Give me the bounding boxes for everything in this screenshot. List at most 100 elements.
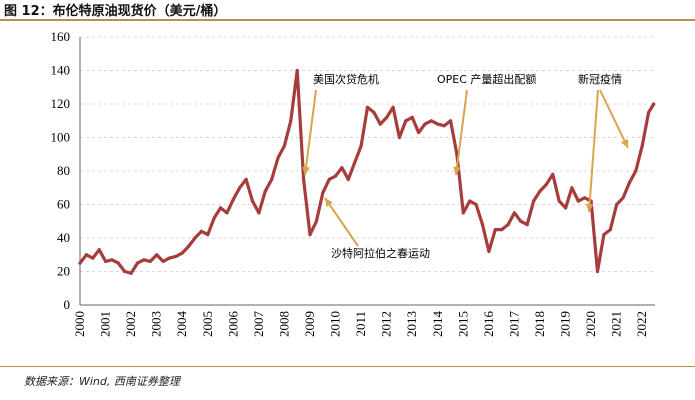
x-tick-label: 2008 bbox=[276, 311, 291, 337]
data-point bbox=[199, 229, 203, 233]
x-tick-label: 2016 bbox=[481, 311, 496, 338]
data-point bbox=[500, 228, 504, 232]
y-tick-label: 120 bbox=[51, 96, 71, 111]
data-point bbox=[174, 254, 178, 258]
data-point bbox=[104, 259, 108, 263]
data-point bbox=[468, 199, 472, 203]
data-point bbox=[142, 258, 146, 262]
data-point bbox=[621, 196, 625, 200]
x-tick-label: 2006 bbox=[225, 311, 240, 338]
data-point bbox=[263, 189, 267, 193]
data-point bbox=[123, 269, 127, 274]
data-point bbox=[442, 124, 446, 128]
data-point bbox=[295, 68, 299, 73]
x-tick-label: 2020 bbox=[583, 311, 598, 337]
data-point bbox=[244, 177, 248, 181]
data-point bbox=[461, 211, 465, 215]
data-point bbox=[155, 253, 159, 257]
data-point bbox=[302, 177, 306, 181]
annotation-covid: 新冠疫情 bbox=[578, 72, 622, 86]
data-point bbox=[423, 122, 427, 126]
x-tick-label: 2002 bbox=[123, 311, 138, 337]
data-point bbox=[334, 174, 338, 178]
x-tick-label: 2001 bbox=[98, 311, 113, 337]
data-point bbox=[647, 110, 651, 114]
arrow-covid-left-head bbox=[585, 203, 594, 212]
data-point bbox=[532, 199, 536, 203]
x-tick-label: 2014 bbox=[430, 311, 445, 338]
arrow-arab-spring-head bbox=[325, 198, 333, 207]
data-point bbox=[410, 115, 414, 119]
data-point bbox=[493, 228, 497, 232]
data-point bbox=[314, 219, 318, 223]
x-tick-label: 2019 bbox=[558, 311, 573, 337]
data-point bbox=[544, 182, 549, 186]
x-tick-label: 2021 bbox=[609, 311, 624, 337]
chart-title: 图 12：布伦特原油现货价（美元/桶） bbox=[4, 4, 227, 19]
data-point bbox=[238, 186, 242, 190]
data-point bbox=[193, 236, 197, 240]
data-point bbox=[480, 223, 485, 227]
data-point bbox=[391, 105, 395, 109]
brent-price-line bbox=[78, 68, 656, 275]
data-point bbox=[346, 177, 350, 181]
data-point bbox=[525, 223, 529, 227]
data-point bbox=[84, 253, 88, 257]
data-point bbox=[161, 259, 165, 263]
data-point bbox=[570, 186, 574, 190]
x-tick-label: 2009 bbox=[302, 311, 317, 337]
data-point bbox=[372, 110, 376, 114]
x-tick-label: 2011 bbox=[353, 311, 368, 337]
data-point bbox=[627, 181, 632, 185]
annotation-opec-quota: OPEC 产量超出配额 bbox=[437, 72, 536, 86]
data-point bbox=[110, 258, 114, 262]
x-tick-label: 2013 bbox=[404, 311, 419, 337]
data-point bbox=[116, 261, 120, 265]
data-point bbox=[385, 115, 389, 119]
data-point bbox=[602, 233, 606, 237]
y-tick-label: 160 bbox=[51, 29, 71, 44]
annotation-subprime-crisis: 美国次贷危机 bbox=[313, 72, 379, 86]
data-point bbox=[212, 216, 216, 220]
data-point bbox=[353, 161, 357, 165]
x-tick-label: 2015 bbox=[455, 311, 470, 337]
data-point bbox=[652, 102, 656, 106]
arrow-covid-right bbox=[599, 89, 629, 149]
data-point bbox=[557, 199, 561, 203]
source-divider bbox=[0, 366, 695, 367]
arrow-arab-spring bbox=[324, 197, 359, 247]
data-point bbox=[97, 248, 101, 252]
data-point bbox=[634, 169, 638, 173]
data-point bbox=[449, 119, 453, 123]
data-point bbox=[270, 177, 274, 181]
y-tick-label: 40 bbox=[57, 230, 70, 245]
arrow-subprime-crisis-head bbox=[302, 166, 310, 175]
arrow-opec-quota bbox=[455, 89, 468, 176]
annotation-arab-spring: 沙特阿拉伯之春运动 bbox=[331, 246, 430, 260]
data-point bbox=[135, 261, 140, 265]
arrow-subprime-crisis bbox=[304, 89, 317, 176]
data-point bbox=[608, 228, 612, 232]
data-point bbox=[595, 269, 600, 274]
x-tick-label: 2017 bbox=[506, 311, 521, 338]
data-point bbox=[206, 233, 210, 237]
data-point bbox=[551, 172, 555, 176]
data-point bbox=[129, 271, 133, 275]
x-tick-label: 2018 bbox=[532, 311, 547, 337]
data-point bbox=[615, 202, 619, 207]
x-tick-label: 2000 bbox=[72, 311, 87, 337]
data-point bbox=[576, 199, 580, 203]
y-tick-label: 140 bbox=[51, 63, 71, 78]
y-tick-label: 80 bbox=[57, 163, 70, 178]
data-point bbox=[436, 122, 440, 126]
y-tick-label: 20 bbox=[57, 264, 70, 279]
data-point bbox=[429, 119, 433, 123]
data-point bbox=[519, 219, 523, 223]
data-point bbox=[474, 202, 478, 207]
x-tick-label: 2012 bbox=[379, 311, 394, 337]
x-tick-label: 2003 bbox=[149, 311, 164, 337]
data-point bbox=[219, 206, 223, 210]
data-point bbox=[148, 259, 152, 263]
data-point bbox=[167, 256, 171, 260]
arrow-covid-left bbox=[588, 89, 599, 213]
